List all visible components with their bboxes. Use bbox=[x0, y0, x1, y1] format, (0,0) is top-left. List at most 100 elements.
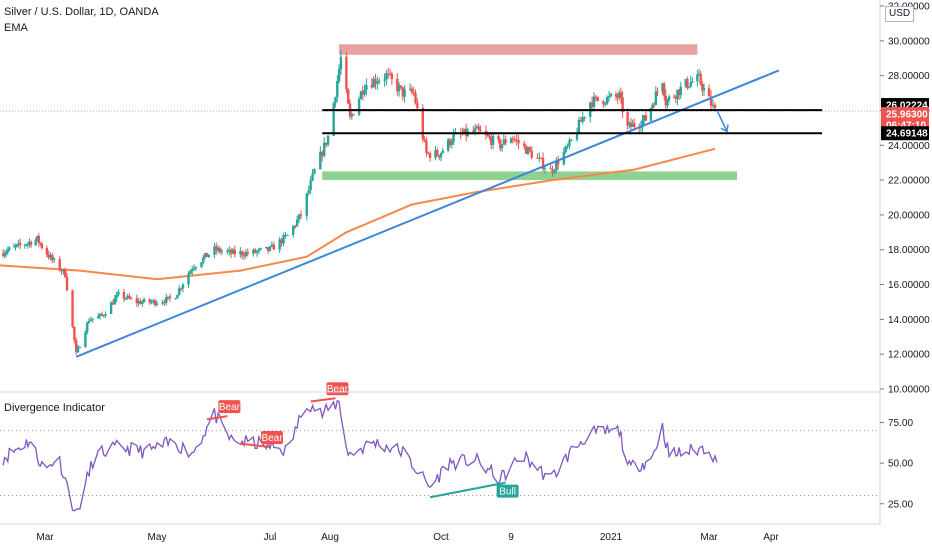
candle-body bbox=[148, 299, 151, 303]
candle-body bbox=[231, 249, 235, 254]
candle-body bbox=[207, 254, 211, 257]
candle-body bbox=[128, 295, 131, 299]
candle-body bbox=[523, 143, 526, 147]
candle-body bbox=[28, 241, 31, 244]
candle-body bbox=[307, 190, 310, 194]
candle-body bbox=[124, 298, 127, 300]
candle-body bbox=[242, 255, 246, 257]
candle-body bbox=[652, 104, 656, 106]
candle-body bbox=[270, 244, 274, 247]
candle-body bbox=[701, 84, 704, 91]
candle-body bbox=[286, 234, 289, 236]
candle-body bbox=[91, 318, 94, 320]
candle-body bbox=[504, 139, 507, 143]
time-tick-label: Apr bbox=[763, 532, 779, 543]
candle-body bbox=[84, 332, 87, 347]
candle-body bbox=[707, 88, 711, 97]
candle-body bbox=[322, 142, 326, 156]
candle-body bbox=[475, 126, 479, 129]
candle-body bbox=[299, 214, 303, 216]
candle-body bbox=[551, 169, 554, 173]
candle-body bbox=[530, 150, 533, 158]
candle-body bbox=[596, 96, 599, 101]
candle-body bbox=[5, 252, 8, 254]
candle-body bbox=[161, 302, 164, 304]
candle-body bbox=[102, 315, 105, 317]
bear-divergence-line bbox=[206, 415, 228, 421]
bull-divergence-line bbox=[429, 481, 506, 499]
price-tick-label: 24.00000 bbox=[888, 141, 930, 152]
candle-body bbox=[666, 99, 669, 106]
divergence-oscillator-line bbox=[2, 399, 718, 512]
price-tick-label: 12.00000 bbox=[888, 350, 930, 361]
price-label-bg bbox=[881, 107, 929, 122]
candle-body bbox=[499, 139, 502, 149]
candle-body bbox=[18, 242, 22, 246]
candle-body bbox=[282, 235, 285, 244]
candle-body bbox=[165, 297, 168, 304]
bull-badge bbox=[496, 484, 519, 498]
candle-body bbox=[62, 269, 65, 272]
candle-body bbox=[202, 257, 205, 263]
candle-body bbox=[427, 152, 430, 154]
candle-body bbox=[181, 284, 185, 289]
candle-body bbox=[579, 120, 583, 122]
candle-body bbox=[450, 141, 453, 145]
candle-body bbox=[86, 322, 89, 333]
candle-body bbox=[321, 151, 324, 156]
candle-body bbox=[150, 301, 153, 303]
candle-body bbox=[477, 126, 480, 130]
candle-body bbox=[607, 95, 611, 98]
candle-body bbox=[1, 253, 5, 256]
candle-body bbox=[168, 296, 172, 299]
candle-body bbox=[425, 140, 428, 153]
candle-body bbox=[176, 294, 179, 299]
candle-body bbox=[139, 301, 142, 304]
currency-badge[interactable]: USD bbox=[885, 6, 915, 22]
candle-body bbox=[699, 73, 702, 85]
divergence-pane[interactable]: Bear Bear Bear Bull bbox=[0, 382, 880, 512]
candle-body bbox=[36, 235, 39, 240]
price-tick-label: 28.00000 bbox=[888, 71, 930, 82]
candle-body bbox=[553, 170, 556, 173]
candle-body bbox=[410, 88, 414, 93]
candle-body bbox=[313, 169, 316, 174]
candle-body bbox=[205, 253, 209, 257]
candle-body bbox=[517, 140, 520, 144]
candle-body bbox=[268, 246, 272, 251]
candle-body bbox=[255, 251, 259, 253]
candle-body bbox=[667, 96, 671, 100]
ema-line bbox=[0, 147, 716, 281]
candle-body bbox=[75, 340, 78, 353]
candle-body bbox=[383, 79, 386, 81]
candle-body bbox=[166, 296, 170, 298]
candle-body bbox=[463, 128, 466, 134]
candle-body bbox=[396, 78, 399, 92]
candle-body bbox=[26, 243, 30, 245]
candle-body bbox=[241, 251, 244, 256]
candle-body bbox=[6, 249, 9, 253]
candle-body bbox=[491, 135, 495, 146]
price-tick-label: 18.00000 bbox=[888, 245, 930, 256]
candle-body bbox=[621, 97, 624, 113]
candle-body bbox=[190, 269, 194, 272]
candle-body bbox=[141, 301, 144, 304]
price-pane[interactable] bbox=[0, 44, 880, 358]
price-tick-label: 22.00000 bbox=[888, 176, 930, 187]
candle-body bbox=[452, 133, 455, 142]
candle-body bbox=[25, 244, 28, 246]
candle-body bbox=[628, 122, 631, 126]
candle-body bbox=[174, 298, 177, 300]
time-tick-label: Mar bbox=[700, 532, 718, 543]
candle-body bbox=[592, 96, 596, 108]
candle-body bbox=[14, 245, 17, 247]
candle-body bbox=[602, 100, 605, 105]
candle-body bbox=[421, 108, 425, 140]
candle-body bbox=[142, 299, 146, 302]
candle-body bbox=[479, 129, 482, 132]
candle-body bbox=[155, 303, 159, 306]
candle-body bbox=[179, 288, 183, 290]
candle-body bbox=[137, 301, 140, 304]
candle-body bbox=[536, 157, 539, 159]
